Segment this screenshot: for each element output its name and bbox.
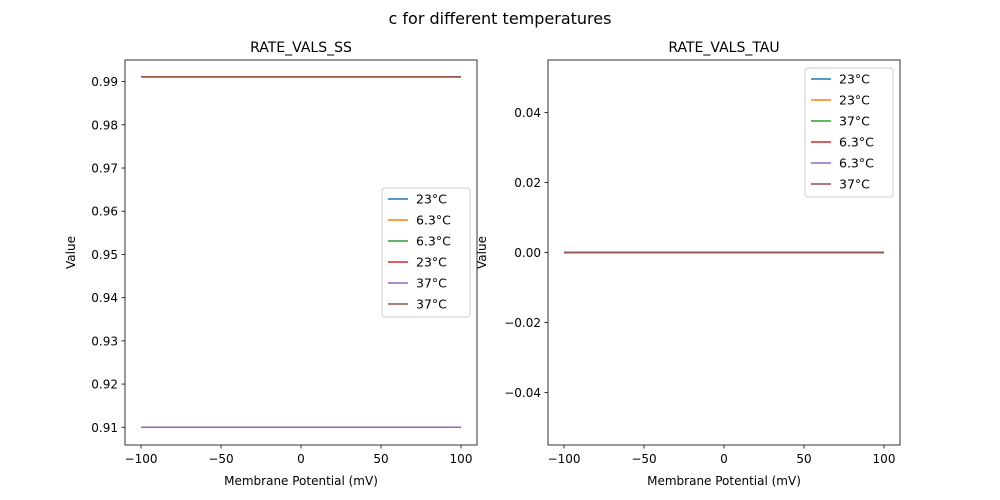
y-axis-label: Value bbox=[475, 236, 489, 269]
legend-label: 6.3°C bbox=[416, 234, 451, 249]
y-tick-label: 0.99 bbox=[91, 75, 118, 89]
y-tick-label: 0.91 bbox=[91, 421, 118, 435]
x-tick-label: 0 bbox=[720, 452, 728, 466]
figure-suptitle: c for different temperatures bbox=[389, 9, 612, 28]
x-tick-label: 0 bbox=[297, 452, 305, 466]
x-tick-label: 100 bbox=[873, 452, 896, 466]
y-tick-label: −0.02 bbox=[504, 316, 541, 330]
legend-label: 37°C bbox=[416, 276, 447, 291]
subplot-1: −100 −50 0 50 100 0.91 0.92 0.93 0.94 0.95 0.96 0.9… bbox=[64, 40, 478, 488]
legend-label: 23°C bbox=[839, 93, 870, 108]
legend-label: 6.3°C bbox=[839, 135, 874, 150]
x-tick-label: −100 bbox=[548, 452, 581, 466]
y-axis-label: Value bbox=[64, 236, 78, 269]
x-tick-label: −100 bbox=[125, 452, 158, 466]
legend-label: 23°C bbox=[416, 255, 447, 270]
y-tick-label: 0.92 bbox=[91, 378, 118, 392]
y-tick-label: 0.04 bbox=[514, 106, 541, 120]
x-tick-label: 100 bbox=[450, 452, 473, 466]
subplot-title: RATE_VALS_SS bbox=[250, 40, 352, 56]
legend-label: 6.3°C bbox=[839, 156, 874, 171]
legend-label: 23°C bbox=[839, 72, 870, 87]
x-tick-label: 50 bbox=[373, 452, 388, 466]
legend-label: 6.3°C bbox=[416, 213, 451, 228]
subplot-2: −100 −50 0 50 100 −0.04 −0.02 0.00 0.02 0.04 RATE_… bbox=[475, 40, 901, 488]
legend-label: 37°C bbox=[839, 114, 870, 129]
y-tick-label: 0.96 bbox=[91, 205, 118, 219]
legend: 23°C 6.3°C 6.3°C 23°C 37°C 37°C bbox=[381, 187, 471, 318]
y-tick-label: −0.04 bbox=[504, 386, 541, 400]
y-tick-label: 0.93 bbox=[91, 334, 118, 348]
legend-label: 23°C bbox=[416, 192, 447, 207]
y-tick-label: 0.97 bbox=[91, 162, 118, 176]
y-tick-label: 0.00 bbox=[514, 246, 541, 260]
x-tick-label: −50 bbox=[208, 452, 233, 466]
y-tick-label: 0.98 bbox=[91, 118, 118, 132]
subplot-title: RATE_VALS_TAU bbox=[668, 40, 779, 56]
x-axis-label: Membrane Potential (mV) bbox=[224, 474, 378, 488]
y-tick-label: 0.02 bbox=[514, 176, 541, 190]
legend-label: 37°C bbox=[839, 177, 870, 192]
y-tick-label: 0.94 bbox=[91, 291, 118, 305]
x-tick-label: −50 bbox=[631, 452, 656, 466]
legend-label: 37°C bbox=[416, 297, 447, 312]
x-tick-label: 50 bbox=[796, 452, 811, 466]
x-axis-label: Membrane Potential (mV) bbox=[647, 474, 801, 488]
y-tick-label: 0.95 bbox=[91, 248, 118, 262]
legend: 23°C 23°C 37°C 6.3°C 6.3°C 37°C bbox=[804, 67, 894, 198]
